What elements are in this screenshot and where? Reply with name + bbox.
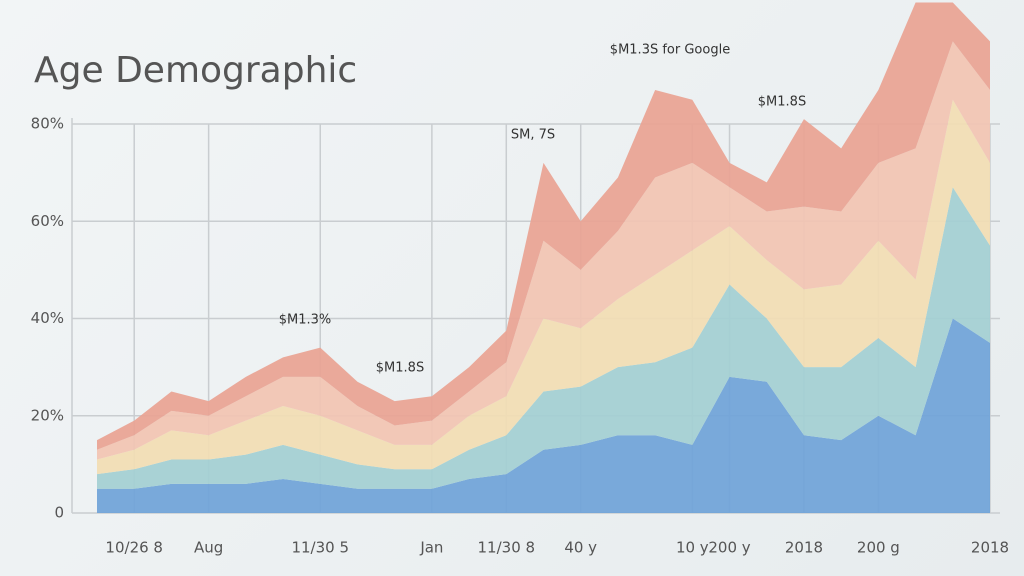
x-tick-label: 200 g (857, 539, 900, 557)
area (97, 318, 990, 513)
annotation: $M1.3% (279, 313, 332, 328)
y-tick-label: 40% (31, 309, 64, 327)
area (97, 187, 990, 489)
x-tick-label: 10/26 8 (105, 539, 163, 557)
x-tick-label: 11/30 5 (291, 539, 349, 557)
x-tick-label: 2018 (785, 539, 823, 557)
x-tick-label: Aug (194, 539, 223, 557)
annotation: $M1.8S (758, 95, 806, 110)
area (97, 99, 990, 475)
area (97, 41, 990, 460)
y-tick-label: 0 (54, 504, 64, 522)
x-tick-label: 40 y (564, 539, 597, 557)
chart-title: Age Demographic (34, 50, 357, 91)
annotation: $M1.8S (376, 361, 424, 376)
x-tick-label: 200 y (708, 539, 750, 557)
y-tick-label: 60% (31, 212, 64, 230)
x-tick-label: 11/30 8 (478, 539, 536, 557)
y-tick-label: 20% (31, 406, 64, 424)
x-tick-label: Jan (419, 539, 443, 557)
annotation: SM, 7S (511, 128, 555, 143)
y-tick-label: 80% (31, 115, 64, 133)
x-tick-label: 10 y (676, 539, 709, 557)
area (97, 2, 990, 450)
x-tick-label: 2018 (971, 539, 1009, 557)
annotation: $M1.3S for Google (610, 43, 730, 58)
